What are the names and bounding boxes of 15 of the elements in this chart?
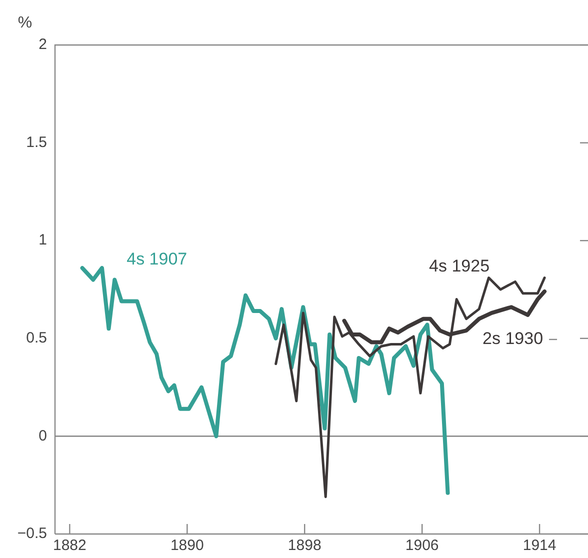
x-tick-label: 1898 (288, 537, 322, 554)
y-tick-label: 1 (38, 232, 47, 249)
y-tick-label: 2 (38, 36, 47, 54)
x-tick-label: 1890 (170, 537, 204, 554)
series-label: 2s 1930 (482, 329, 544, 348)
x-tick-label: 1882 (52, 537, 86, 554)
x-tick-label: 1914 (522, 537, 556, 554)
y-tick-label: −0.5 (17, 525, 47, 542)
y-tick-label: 0.5 (26, 330, 47, 347)
y-tick-label: 0 (38, 427, 47, 444)
y-axis-title: % (18, 14, 32, 32)
y-tick-label: 1.5 (26, 134, 47, 151)
series-label: 4s 1925 (429, 256, 490, 276)
series-label: 4s 1907 (126, 249, 188, 268)
x-tick-label: 1906 (405, 537, 439, 554)
